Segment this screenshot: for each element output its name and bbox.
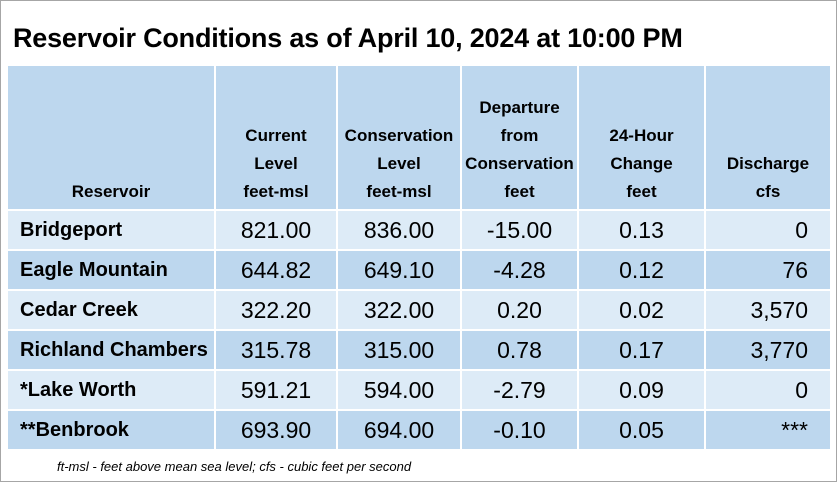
change-cell: 0.12 xyxy=(578,249,706,290)
current-level-cell: 821.00 xyxy=(215,209,338,250)
reservoir-name: **Benbrook xyxy=(8,409,216,449)
discharge-cell: 3,770 xyxy=(705,329,830,370)
header-discharge: Discharge cfs xyxy=(705,66,830,210)
departure-cell: -0.10 xyxy=(461,409,579,449)
header-departure: Departure from Conservation feet xyxy=(461,66,579,210)
discharge-cell: 0 xyxy=(705,369,830,410)
current-level-cell: 591.21 xyxy=(215,369,338,410)
change-cell: 0.13 xyxy=(578,209,706,250)
table-row: Cedar Creek 322.20 322.00 0.20 0.02 3,57… xyxy=(8,289,830,330)
conservation-level-cell: 315.00 xyxy=(337,329,462,370)
reservoir-name: Eagle Mountain xyxy=(8,249,216,290)
departure-cell: -4.28 xyxy=(461,249,579,290)
change-cell: 0.09 xyxy=(578,369,706,410)
reservoir-name: Richland Chambers xyxy=(8,329,216,370)
page-title: Reservoir Conditions as of April 10, 202… xyxy=(13,23,683,53)
departure-cell: -15.00 xyxy=(461,209,579,250)
departure-cell: 0.78 xyxy=(461,329,579,370)
header-current-level: Current Level feet-msl xyxy=(215,66,338,210)
header-conservation-level: Conservation Level feet-msl xyxy=(337,66,462,210)
current-level-cell: 644.82 xyxy=(215,249,338,290)
conservation-level-cell: 594.00 xyxy=(337,369,462,410)
reservoir-name: *Lake Worth xyxy=(8,369,216,410)
discharge-cell: 0 xyxy=(705,209,830,250)
conservation-level-cell: 649.10 xyxy=(337,249,462,290)
current-level-cell: 315.78 xyxy=(215,329,338,370)
departure-cell: 0.20 xyxy=(461,289,579,330)
table-row: Richland Chambers 315.78 315.00 0.78 0.1… xyxy=(8,329,830,370)
discharge-cell: 3,570 xyxy=(705,289,830,330)
change-cell: 0.05 xyxy=(578,409,706,449)
current-level-cell: 693.90 xyxy=(215,409,338,449)
change-cell: 0.02 xyxy=(578,289,706,330)
header-24-hour-change: 24-Hour Change feet xyxy=(578,66,706,210)
table-row: *Lake Worth 591.21 594.00 -2.79 0.09 0 xyxy=(8,369,830,410)
table-row: **Benbrook 693.90 694.00 -0.10 0.05 *** xyxy=(8,409,830,449)
current-level-cell: 322.20 xyxy=(215,289,338,330)
reservoir-name: Bridgeport xyxy=(8,209,216,250)
header-reservoir: Reservoir xyxy=(8,66,216,210)
footnote: ft-msl - feet above mean sea level; cfs … xyxy=(57,459,412,474)
discharge-cell: 76 xyxy=(705,249,830,290)
conservation-level-cell: 694.00 xyxy=(337,409,462,449)
reservoir-name: Cedar Creek xyxy=(8,289,216,330)
table-row: Bridgeport 821.00 836.00 -15.00 0.13 0 xyxy=(8,209,830,250)
change-cell: 0.17 xyxy=(578,329,706,370)
departure-cell: -2.79 xyxy=(461,369,579,410)
table-row: Eagle Mountain 644.82 649.10 -4.28 0.12 … xyxy=(8,249,830,290)
reservoir-table: Reservoir Current Level feet-msl Conserv… xyxy=(8,66,830,449)
conservation-level-cell: 836.00 xyxy=(337,209,462,250)
header-row: Reservoir Current Level feet-msl Conserv… xyxy=(8,66,830,210)
conservation-level-cell: 322.00 xyxy=(337,289,462,330)
discharge-cell: *** xyxy=(705,409,830,449)
